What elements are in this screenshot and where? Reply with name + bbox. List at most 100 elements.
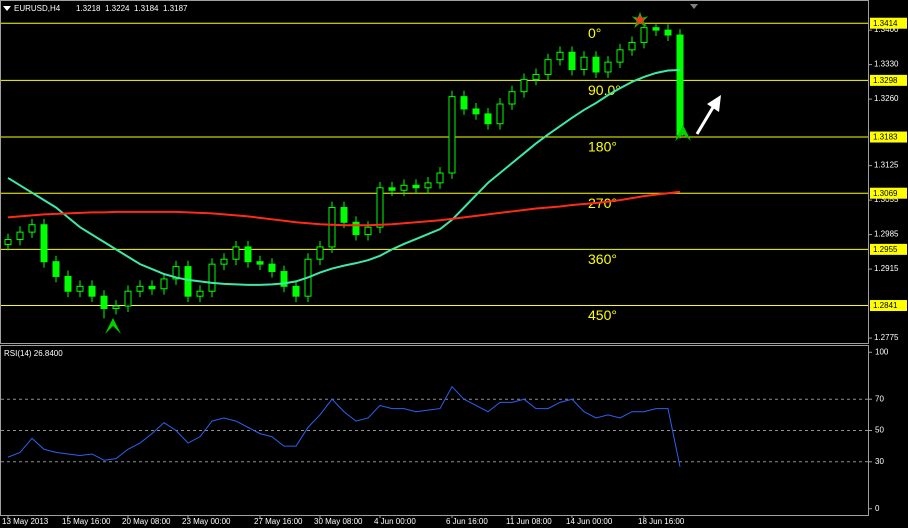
candle-body — [472, 108, 480, 115]
candle-body — [160, 278, 168, 290]
candle-body — [196, 290, 204, 297]
rsi-line — [7, 385, 681, 467]
rsi-title: RSI(14) 26.8400 — [4, 349, 63, 358]
y-tick-label: 30 — [875, 457, 884, 466]
symbol-title: EURUSD,H4 — [14, 4, 61, 13]
candle-body — [484, 113, 492, 125]
price-tag — [870, 187, 907, 199]
price-tag — [870, 300, 907, 312]
candle-body — [580, 56, 588, 71]
candle-body — [352, 221, 360, 236]
candle-body — [292, 285, 300, 297]
candle-body — [256, 261, 264, 265]
candle-body — [412, 184, 420, 189]
candle-body — [268, 263, 276, 273]
candle-body — [316, 246, 324, 260]
candle-body — [100, 295, 108, 309]
x-tick-label: 6 Jun 16:00 — [446, 517, 488, 526]
candle-body — [76, 285, 84, 292]
price-tag — [870, 243, 907, 255]
candle-body — [664, 29, 672, 36]
candle-body — [28, 224, 36, 233]
candle-body — [592, 56, 600, 73]
y-tick-label: 1.2915 — [874, 264, 899, 273]
candle-body — [376, 187, 384, 228]
y-tick-label: 100 — [875, 347, 889, 356]
candle-body — [220, 258, 228, 265]
candle-body — [136, 285, 144, 292]
direction-arrow-head — [707, 95, 721, 112]
price-tag — [870, 17, 907, 29]
price-tag — [870, 74, 907, 86]
x-tick-label: 11 Jun 08:00 — [506, 517, 552, 526]
x-tick-label: 4 Jun 00:00 — [374, 517, 416, 526]
candle-body — [52, 261, 60, 277]
header-value: 1.3218 — [76, 4, 101, 13]
candle-body — [460, 96, 468, 110]
candle-body — [280, 271, 288, 287]
candle-body — [388, 187, 396, 191]
x-tick-label: 14 Jun 00:00 — [566, 517, 613, 526]
candle-body — [364, 226, 372, 236]
candle-body — [328, 206, 336, 248]
level-label: 360° — [588, 251, 617, 267]
shift-marker — [690, 4, 698, 9]
candle-body — [436, 172, 444, 184]
candle-body — [4, 239, 12, 245]
y-tick-label: 1.2985 — [874, 230, 899, 239]
header-value: 1.3184 — [134, 4, 159, 13]
level-label: 450° — [588, 307, 617, 323]
candle-body — [652, 27, 660, 31]
candle-body — [520, 78, 528, 93]
x-tick-label: 23 May 00:00 — [182, 517, 231, 526]
candle-body — [124, 290, 132, 307]
y-tick-label: 1.3260 — [874, 94, 899, 103]
candle-body — [568, 51, 576, 71]
price-tag — [870, 131, 907, 143]
price-tag-label: 1.3414 — [873, 19, 898, 28]
low-arrow — [675, 125, 691, 141]
x-tick-label: 27 May 16:00 — [254, 517, 303, 526]
candle-body — [184, 266, 192, 297]
x-tick-label: 20 May 08:00 — [122, 517, 171, 526]
candle-body — [244, 246, 252, 263]
header-value: 1.3224 — [105, 4, 130, 13]
y-tick-label: 50 — [875, 426, 884, 435]
candle-body — [148, 285, 156, 290]
level-label: 180° — [588, 139, 617, 155]
direction-arrow — [695, 103, 717, 135]
high-star — [631, 11, 649, 29]
candle-body — [556, 51, 564, 61]
candle-body — [208, 263, 216, 292]
menu-triangle — [3, 6, 11, 11]
level-label: 90.0° — [588, 82, 621, 98]
candle-body — [676, 34, 684, 136]
candle-body — [496, 103, 504, 125]
price-tag-label: 1.3069 — [873, 189, 898, 198]
plot-layer: 1.3218 1.3224 1.3184 1.3187 1.3400 1.3330 1.32… — [1, 4, 907, 526]
candle-body — [400, 184, 408, 191]
candle-body — [448, 96, 456, 174]
candle-body — [88, 285, 96, 297]
price-tag-label: 1.3183 — [873, 133, 898, 142]
candle-body — [532, 73, 540, 80]
candle-body — [40, 224, 48, 263]
x-tick-label: 13 May 2013 — [2, 517, 49, 526]
candle-body — [616, 49, 624, 63]
candle-body — [172, 266, 180, 280]
y-tick-label: 1.3400 — [874, 25, 899, 34]
price-frame — [0, 0, 869, 344]
x-tick-label: 18 Jun 16:00 — [638, 517, 685, 526]
candle-body — [508, 91, 516, 105]
candle-body — [16, 231, 24, 241]
candle-body — [424, 182, 432, 189]
x-tick-label: 30 May 08:00 — [314, 517, 363, 526]
candle-body — [64, 275, 72, 292]
x-tick-label: 15 May 16:00 — [62, 517, 111, 526]
candle-body — [544, 59, 552, 75]
moving-average — [7, 69, 681, 286]
y-tick-label: 1.3055 — [874, 195, 899, 204]
candle-body — [232, 246, 240, 260]
